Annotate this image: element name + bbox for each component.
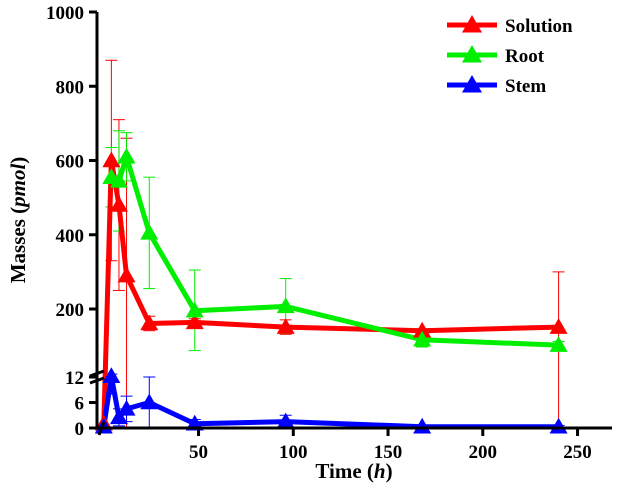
legend-label: Solution	[505, 16, 573, 37]
x-tick-label: 50	[189, 442, 208, 463]
y-tick-label: 12	[65, 368, 84, 389]
data-point-stem	[413, 417, 432, 434]
error-bars-layer	[105, 59, 565, 429]
data-point-root	[413, 330, 432, 347]
y-tick-label: 800	[56, 77, 85, 98]
x-tick-label: 150	[374, 442, 403, 463]
data-point-solution	[413, 321, 432, 338]
markers-layer	[94, 147, 568, 434]
y-tick-label: 6	[75, 394, 85, 415]
series-line-solution	[101, 158, 559, 424]
x-tick-label: 100	[279, 442, 308, 463]
data-point-stem	[549, 417, 568, 434]
y-tick-label: 400	[56, 226, 85, 247]
x-axis-title: Time (h)	[315, 459, 392, 483]
x-axis-break-marker	[97, 421, 106, 436]
data-point-root	[185, 301, 204, 318]
data-point-root	[109, 171, 128, 188]
data-point-solution	[117, 266, 136, 283]
x-axis-ticks: 50 100 150 200 250	[189, 428, 592, 463]
x-tick-label: 250	[563, 442, 592, 463]
y-axis-title: Masses (pmol)	[6, 157, 30, 284]
series-line-root	[110, 154, 559, 348]
data-point-solution	[109, 196, 128, 212]
y-tick-label: 0	[75, 419, 85, 440]
legend-label: Stem	[505, 76, 546, 97]
legend-marker	[462, 15, 482, 33]
y-tick-label: 600	[56, 152, 85, 173]
legend: Solution Root Stem	[447, 15, 573, 97]
legend-label: Root	[505, 46, 545, 67]
data-point-solution	[102, 151, 121, 168]
data-point-root	[117, 147, 136, 164]
y-axis-break-marker	[89, 369, 105, 385]
legend-marker	[462, 75, 482, 93]
data-point-solution	[276, 318, 295, 334]
data-point-solution	[549, 318, 568, 334]
data-point-stem	[140, 393, 159, 410]
axes	[89, 12, 612, 436]
data-point-stem	[102, 367, 121, 384]
y-tick-label: 1000	[46, 3, 84, 24]
series-line-stem	[101, 373, 559, 430]
data-point-root	[140, 223, 159, 240]
data-point-root	[549, 336, 568, 352]
data-point-solution	[185, 313, 204, 330]
series-lines-layer	[101, 154, 559, 430]
x-tick-label: 200	[469, 442, 498, 463]
data-point-stem	[117, 399, 136, 416]
y-axis-ticks: 200 400 600 800 1000 0 6 12	[46, 3, 97, 440]
data-point-stem	[276, 412, 295, 429]
y-tick-label: 200	[56, 300, 85, 321]
data-point-stem	[109, 408, 128, 425]
legend-marker	[462, 45, 482, 63]
data-point-root	[276, 297, 295, 314]
data-point-solution	[140, 314, 159, 331]
